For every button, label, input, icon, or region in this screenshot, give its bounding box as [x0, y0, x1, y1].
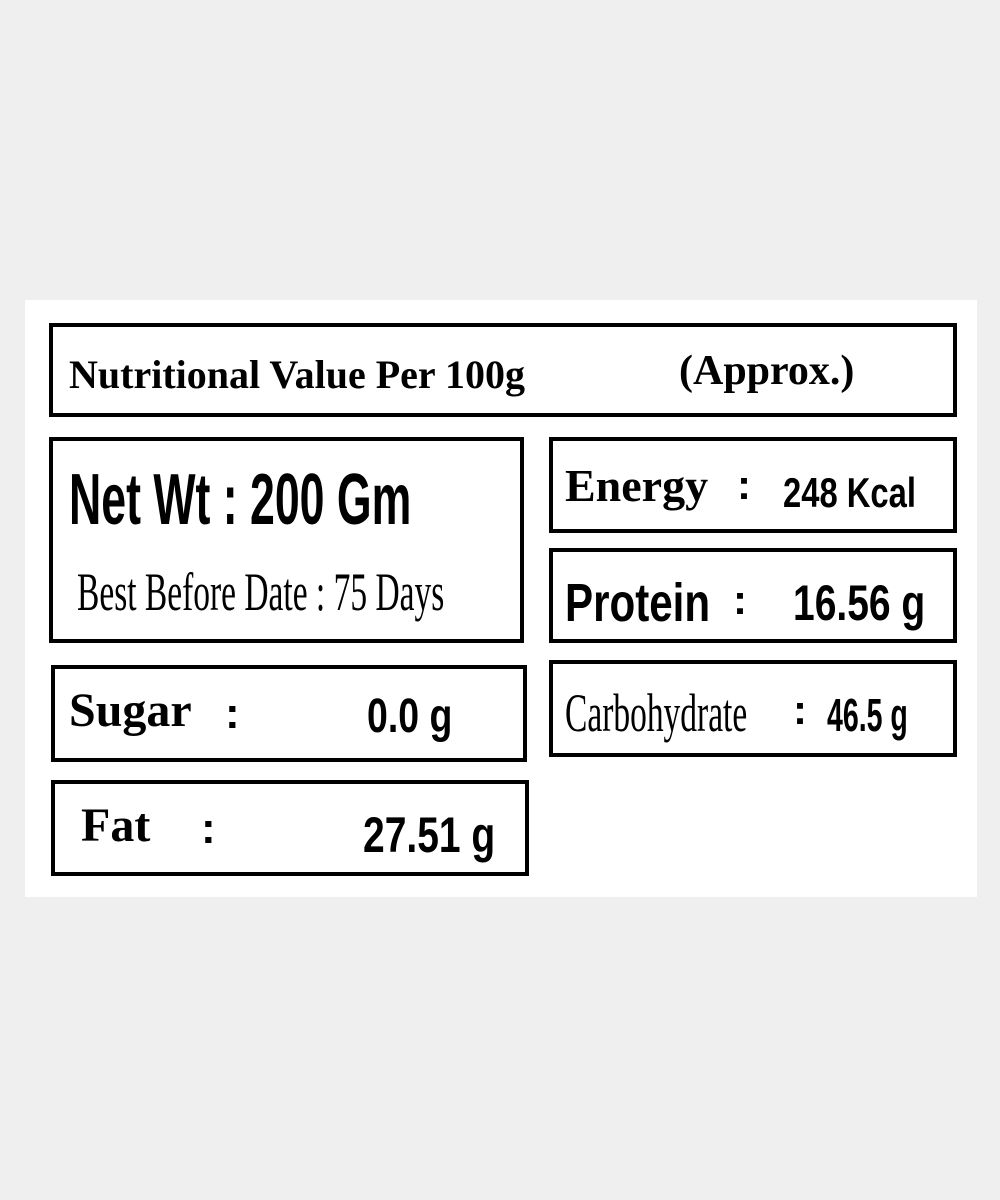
net-weight-line: Net Wt : 200 Gm [69, 459, 411, 541]
net-weight-label: Net Wt [69, 460, 211, 540]
separator: : [737, 461, 751, 508]
nutrient-value: 16.56 g [793, 575, 926, 631]
best-before-line: Best Before Date : 75 Days [77, 561, 444, 623]
nutrient-box: Sugar : 0.0 g [51, 665, 527, 762]
header-note: (Approx.) [679, 348, 855, 394]
nutrient-label: Energy [565, 460, 709, 511]
nutrient-box: Energy : 248 Kcal [549, 437, 957, 533]
nutrient-value: 248 Kcal [783, 469, 916, 516]
header-title: Nutritional Value Per 100g [69, 352, 525, 397]
separator: : [315, 562, 326, 622]
nutrient-value: 0.0 g [367, 690, 453, 743]
separator: : [733, 576, 747, 623]
separator: : [222, 460, 238, 540]
separator: : [201, 804, 216, 853]
best-before-label: Best Before Date [77, 562, 308, 622]
nutrient-label: Protein [565, 573, 711, 633]
nutrient-label: Carbohydrate [565, 683, 748, 743]
weight-box: Net Wt : 200 Gm Best Before Date : 75 Da… [49, 437, 524, 643]
nutrient-value: 46.5 g [827, 689, 908, 741]
nutrient-label: Sugar [69, 684, 192, 737]
best-before-value: 75 Days [333, 562, 445, 622]
nutrient-value: 27.51 g [363, 807, 496, 863]
nutrient-box: Protein : 16.56 g [549, 548, 957, 643]
header-box: Nutritional Value Per 100g (Approx.) [49, 323, 957, 417]
net-weight-value: 200 Gm [250, 460, 412, 540]
nutrient-box: Fat : 27.51 g [51, 780, 529, 876]
nutrient-box: Carbohydrate : 46.5 g [549, 660, 957, 757]
separator: : [225, 689, 240, 738]
nutrient-label: Fat [81, 799, 151, 852]
separator: : [793, 686, 807, 733]
